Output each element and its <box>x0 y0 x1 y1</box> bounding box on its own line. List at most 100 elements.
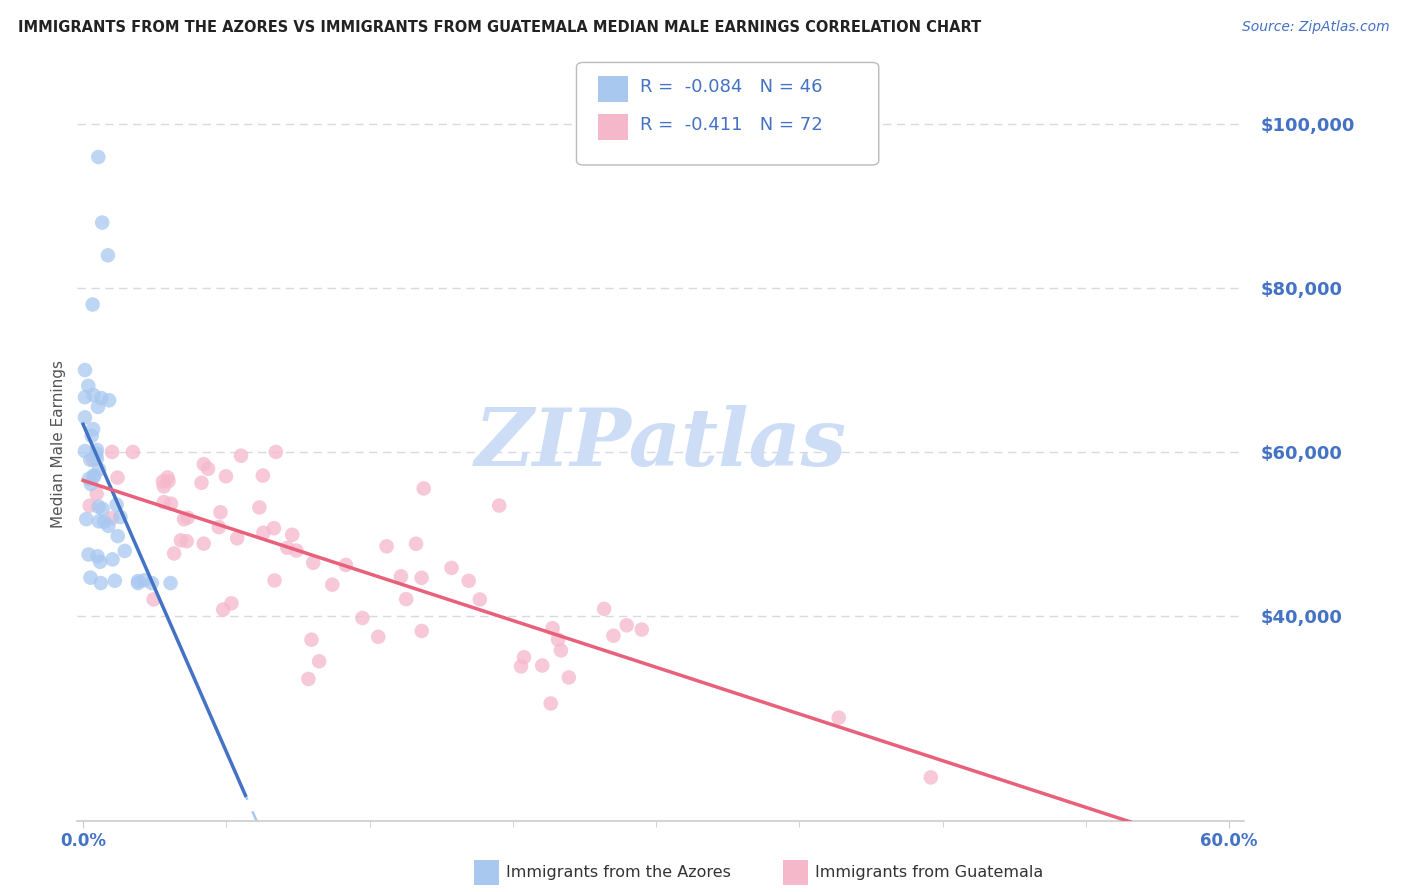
Point <box>127 574 149 588</box>
Point <box>77 548 100 562</box>
Point <box>488 499 510 513</box>
Point <box>87 400 110 414</box>
Point <box>208 520 231 534</box>
Point <box>616 618 638 632</box>
Point <box>630 623 652 637</box>
Point <box>513 650 536 665</box>
Text: Source: ZipAtlas.com: Source: ZipAtlas.com <box>1241 20 1389 34</box>
Point <box>87 500 110 514</box>
Point <box>285 543 308 558</box>
Point <box>389 569 412 583</box>
Point <box>264 445 287 459</box>
Point <box>263 521 285 535</box>
Point <box>89 555 111 569</box>
Point <box>405 537 427 551</box>
Point <box>920 771 942 785</box>
Point <box>98 393 121 408</box>
Point <box>159 576 181 591</box>
Point <box>252 468 274 483</box>
Point <box>82 297 104 311</box>
Point <box>193 536 215 550</box>
Point <box>107 470 129 484</box>
Point <box>367 630 389 644</box>
Point <box>297 672 319 686</box>
Point <box>541 621 564 635</box>
Text: IMMIGRANTS FROM THE AZORES VS IMMIGRANTS FROM GUATEMALA MEDIAN MALE EARNINGS COR: IMMIGRANTS FROM THE AZORES VS IMMIGRANTS… <box>18 20 981 35</box>
Point <box>457 574 479 588</box>
Point <box>176 534 198 549</box>
Point <box>335 558 357 572</box>
Point <box>79 452 101 467</box>
Point <box>104 574 127 588</box>
Point <box>86 442 108 457</box>
Point <box>97 248 120 262</box>
Point <box>93 515 115 529</box>
Point <box>101 552 124 566</box>
Point <box>531 658 554 673</box>
Point <box>152 479 174 493</box>
Point <box>411 571 433 585</box>
Point <box>375 539 398 553</box>
Point <box>215 469 238 483</box>
Point <box>87 462 110 476</box>
Point <box>90 576 112 591</box>
Point <box>86 451 108 466</box>
Point <box>247 500 270 515</box>
Point <box>97 519 120 533</box>
Point <box>80 477 103 491</box>
Point <box>177 510 200 524</box>
Point <box>411 624 433 638</box>
Point <box>82 422 104 436</box>
Text: Immigrants from the Azores: Immigrants from the Azores <box>506 865 731 880</box>
Point <box>226 531 249 545</box>
Point <box>83 388 105 402</box>
Point <box>90 391 112 405</box>
Point <box>73 410 96 425</box>
Point <box>190 475 212 490</box>
Point <box>142 592 165 607</box>
Point <box>91 216 114 230</box>
Point <box>105 498 128 512</box>
Point <box>101 511 124 525</box>
Point <box>197 461 219 475</box>
Point <box>602 629 624 643</box>
Text: Immigrants from Guatemala: Immigrants from Guatemala <box>815 865 1043 880</box>
Point <box>209 505 232 519</box>
Point <box>73 390 96 404</box>
Point <box>83 469 105 483</box>
Point <box>87 150 110 164</box>
Point <box>141 576 163 591</box>
Point <box>276 541 298 555</box>
Point <box>107 529 129 543</box>
Point <box>540 697 562 711</box>
Point <box>828 711 851 725</box>
Point <box>440 561 463 575</box>
Point <box>252 525 274 540</box>
Point <box>84 447 107 461</box>
Point <box>193 457 215 471</box>
Point <box>101 445 124 459</box>
Point <box>86 487 108 501</box>
Point <box>73 444 96 458</box>
Text: R =  -0.084   N = 46: R = -0.084 N = 46 <box>640 78 823 95</box>
Point <box>229 449 252 463</box>
Point <box>163 546 186 560</box>
Point <box>134 573 156 587</box>
Point <box>80 429 103 443</box>
Point <box>86 549 108 564</box>
Point <box>321 577 343 591</box>
Point <box>153 495 176 509</box>
Point <box>263 574 285 588</box>
Point <box>212 602 235 616</box>
Point <box>281 528 304 542</box>
Point <box>110 510 132 524</box>
Point <box>221 596 243 610</box>
Point <box>395 592 418 607</box>
Point <box>127 576 149 591</box>
Point <box>170 533 193 548</box>
Point <box>157 474 180 488</box>
Point <box>593 602 616 616</box>
Point <box>114 544 136 558</box>
Point <box>77 379 100 393</box>
Point <box>87 514 110 528</box>
